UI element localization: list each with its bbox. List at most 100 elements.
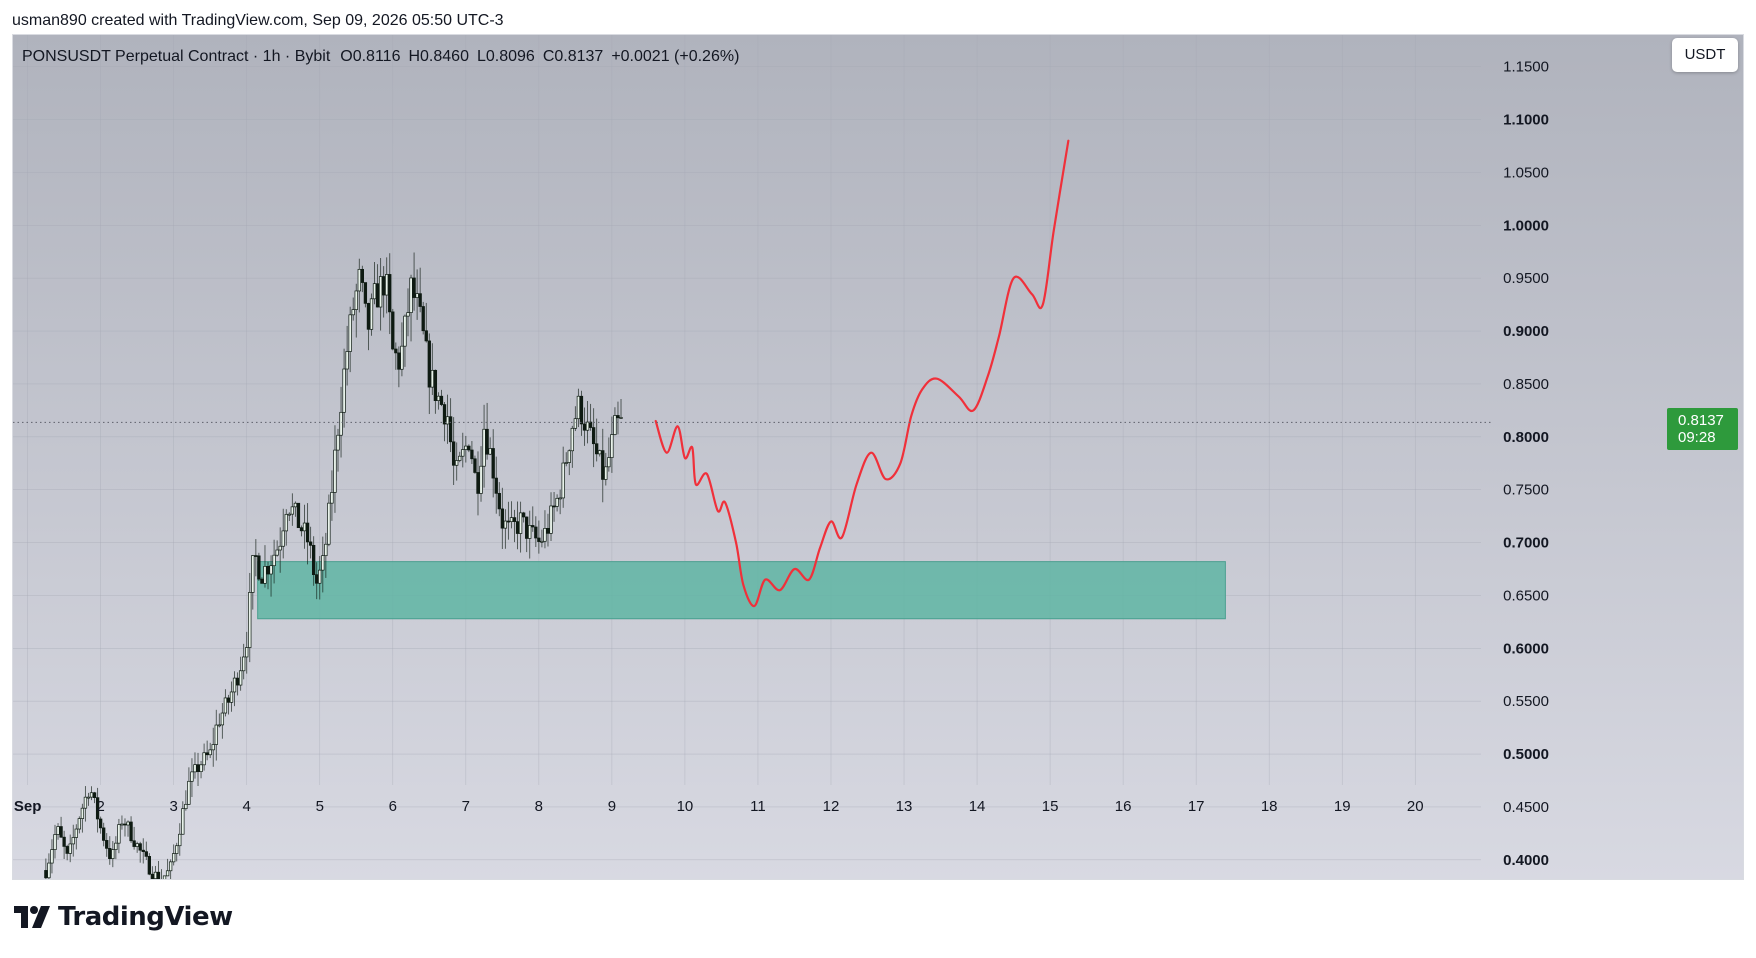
- candle-body: [141, 849, 145, 853]
- price-tick-label: 0.7500: [1503, 482, 1549, 499]
- time-axis[interactable]: Sep 2 3 4 5 6 7 8 9 10 11 12 13 14 15 16 17 18 19 20: [14, 798, 1424, 815]
- candle-body: [573, 418, 578, 429]
- price-tick-label: 0.5500: [1503, 693, 1549, 710]
- candle-body: [552, 505, 556, 508]
- candle-body: [278, 545, 282, 551]
- chart-caption: usman890 created with TradingView.com, S…: [12, 12, 504, 29]
- candle-body: [324, 543, 328, 557]
- candle-body: [607, 457, 611, 468]
- candle-body: [598, 450, 602, 455]
- candle-body: [366, 303, 371, 330]
- candle-body: [427, 340, 431, 388]
- time-tick-label: 13: [896, 798, 913, 815]
- candle-body: [515, 521, 520, 534]
- price-tick-label: 0.9500: [1503, 270, 1549, 287]
- candle-body: [479, 465, 483, 494]
- candle-body: [509, 517, 514, 523]
- chart-panel[interactable]: 0.4000 0.4500 0.5000 0.5500 0.6000 0.6500 0.70…: [12, 34, 1744, 880]
- candle-body: [238, 670, 243, 686]
- candle-body: [59, 826, 63, 838]
- candle-body: [336, 434, 340, 451]
- candle-body: [521, 512, 526, 518]
- candle-body: [223, 697, 228, 714]
- candle-body: [318, 569, 322, 584]
- price-tick-label: 1.1000: [1503, 112, 1549, 129]
- candle-body: [211, 744, 215, 751]
- time-tick-label: 6: [389, 798, 397, 815]
- candle-body: [242, 656, 246, 672]
- price-axis[interactable]: 0.4000 0.4500 0.5000 0.5500 0.6000 0.6500 0.70…: [1503, 59, 1549, 869]
- candle-body: [531, 525, 535, 528]
- bar-countdown: 09:28: [1678, 429, 1716, 446]
- candle-body: [132, 840, 136, 847]
- candle-body: [400, 345, 404, 370]
- time-tick-label: 12: [823, 798, 840, 815]
- candle-body: [102, 827, 106, 841]
- projection-layer: [654, 139, 1070, 608]
- candle-body: [482, 428, 486, 467]
- candle-body: [595, 443, 599, 455]
- candle-body: [570, 427, 574, 452]
- candle-body: [150, 873, 155, 879]
- candle-body: [299, 527, 304, 532]
- candle-body: [388, 274, 392, 313]
- candle-body: [275, 549, 279, 556]
- candle-body: [77, 818, 81, 830]
- candle-body: [108, 848, 112, 859]
- candle-body: [175, 845, 179, 854]
- brand-logo[interactable]: TradingView: [14, 902, 233, 932]
- candle-body: [397, 352, 401, 370]
- candle-body: [448, 416, 453, 443]
- candle-body: [363, 282, 368, 304]
- price-chart[interactable]: 0.4000 0.4500 0.5000 0.5500 0.6000 0.6500 0.70…: [13, 35, 1744, 880]
- currency-button[interactable]: USDT: [1672, 38, 1738, 72]
- candle-body: [217, 724, 221, 727]
- candle-body: [339, 411, 343, 436]
- candle-body: [205, 752, 209, 756]
- candle-body: [254, 555, 258, 557]
- candle-body: [165, 870, 170, 877]
- plot-background: [13, 35, 1743, 879]
- candle-body: [613, 415, 617, 435]
- candle-body: [424, 330, 428, 342]
- candle-body: [497, 492, 501, 510]
- candle-body: [549, 505, 553, 534]
- candle-body: [418, 293, 422, 307]
- candle-body: [330, 492, 334, 504]
- candle-body: [348, 314, 352, 352]
- last-price-value: 0.8137: [1678, 412, 1724, 429]
- candle-body: [412, 277, 416, 298]
- candle-body: [272, 554, 276, 567]
- candle-body: [494, 477, 498, 494]
- candle-body: [564, 462, 568, 464]
- price-tick-label: 0.9000: [1503, 323, 1549, 340]
- time-tick-label: 11: [750, 798, 766, 815]
- candle-body: [442, 404, 447, 425]
- price-tick-label: 0.6000: [1503, 640, 1549, 657]
- legend-header: PONSUSDT Perpetual Contract · 1h · Bybit…: [22, 48, 757, 66]
- price-tick-label: 0.7000: [1503, 535, 1549, 552]
- candle-body: [616, 415, 620, 419]
- candle-body: [503, 520, 508, 529]
- candle-body: [290, 506, 295, 515]
- candle-body: [147, 856, 151, 875]
- candle-body: [458, 455, 462, 461]
- candle-body: [576, 395, 581, 420]
- candle-body: [92, 792, 97, 798]
- time-tick-label: 20: [1407, 798, 1424, 815]
- candle-body: [86, 796, 91, 799]
- candle-body: [281, 530, 285, 547]
- candle-body: [534, 526, 538, 539]
- candle-body: [266, 566, 270, 575]
- candle-body: [451, 441, 456, 466]
- candle-body: [62, 836, 66, 847]
- candle-body: [375, 283, 380, 308]
- tradingview-logo-icon: [14, 906, 50, 928]
- low-value: L0.8096: [476, 48, 535, 65]
- candle-body: [126, 821, 130, 826]
- time-tick-label: 5: [316, 798, 324, 815]
- candle-body: [558, 497, 562, 500]
- time-tick-label: 9: [608, 798, 616, 815]
- symbol-title[interactable]: PONSUSDT Perpetual Contract · 1h · Bybit: [22, 48, 331, 65]
- candle-body: [372, 283, 377, 300]
